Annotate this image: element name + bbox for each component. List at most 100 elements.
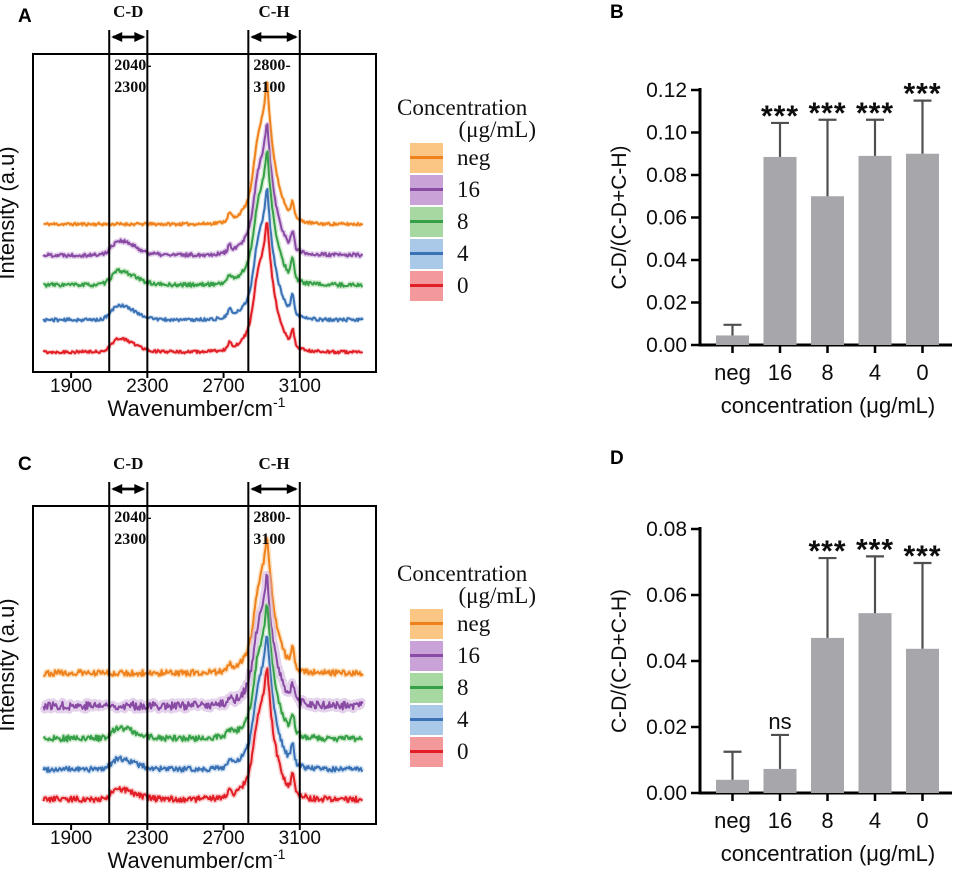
y-axis-label: Intensity (a.u)	[0, 598, 19, 731]
region-range: 3100	[253, 79, 285, 96]
panel-d-label: D	[610, 448, 624, 469]
legend-label: 0	[457, 273, 469, 298]
significance-ns: ns	[768, 709, 791, 734]
legend-item-0: 0	[410, 737, 588, 767]
series-band	[39, 570, 366, 714]
series-neg	[42, 80, 364, 228]
legend-item-0: 0	[410, 271, 588, 301]
series-8	[41, 602, 365, 744]
bar-4	[858, 613, 892, 793]
legend-line-icon	[410, 188, 443, 191]
x-tick-label: 3100	[279, 828, 321, 849]
series-band	[42, 80, 364, 228]
region-name: C-H	[258, 2, 289, 21]
legend-line-icon	[410, 220, 443, 223]
legend-swatch-icon	[410, 143, 443, 173]
x-tick-label: 2300	[126, 828, 168, 849]
region-range: 2300	[114, 531, 146, 548]
legend-label: 0	[457, 739, 469, 764]
legend-title: Concentration	[397, 561, 528, 586]
x-tick-label: 3100	[279, 376, 321, 397]
legend-subtitle: (μg/mL)	[458, 583, 536, 608]
legend-swatch-icon	[410, 705, 443, 735]
legend-label: 4	[457, 241, 469, 266]
category-label: 8	[821, 808, 833, 833]
legend-label: neg	[457, 145, 491, 170]
bar-chart-d: 0.00 0.02 0.04 0.06 0.08 neg 16 ns 8 *** 4 *** 0 *** c…	[608, 518, 952, 866]
arrowhead-right-icon	[134, 484, 146, 494]
legend-swatch-icon	[410, 175, 443, 205]
y-tick-label: 0.00	[646, 782, 687, 805]
y-tick-label: 0.06	[646, 584, 687, 607]
bar-neg	[716, 779, 749, 793]
legend-item-neg: neg	[410, 609, 588, 639]
legend-line-icon	[410, 252, 443, 255]
series-line	[43, 81, 364, 227]
legend-swatch-icon	[410, 239, 443, 269]
legend-line-icon	[410, 686, 443, 689]
legend-swatch-icon	[410, 737, 443, 767]
series-band	[41, 149, 365, 290]
spectra-plot-a: C-D 2040- 2300 C-H 2800- 3100 1900 2300 2700 3100…	[0, 2, 377, 421]
y-tick-label: 0.06	[646, 207, 687, 230]
series-line	[42, 573, 364, 711]
region-name: C-D	[113, 454, 143, 473]
legend-item-4: 4	[410, 239, 588, 269]
arrowhead-right-icon	[286, 32, 298, 42]
significance-stars: ***	[903, 540, 941, 573]
legend-a: Concentration (μg/mL) neg 16 8 4 0	[393, 96, 588, 303]
legend-label: 16	[457, 643, 480, 668]
legend-label: 16	[457, 177, 480, 202]
bar-8	[811, 196, 844, 345]
significance-stars: ***	[808, 97, 846, 130]
x-tick-label: 1900	[50, 376, 92, 397]
series-band	[41, 121, 365, 260]
x-axis-label: Wavenumber/cm-1	[108, 846, 286, 873]
y-tick-label: 0.12	[646, 79, 687, 102]
panel-b-label: B	[610, 2, 624, 23]
significance-stars: ***	[903, 78, 941, 111]
legend-item-4: 4	[410, 705, 588, 735]
region-name: C-H	[258, 454, 289, 473]
plot-box	[32, 505, 377, 825]
arrowhead-left-icon	[250, 32, 262, 42]
legend-item-16: 16	[410, 641, 588, 671]
region-name: C-D	[113, 2, 143, 21]
legend-item-neg: neg	[410, 143, 588, 173]
legend-swatch-icon	[410, 673, 443, 703]
region-range: 2800-	[253, 509, 290, 526]
panel-d: D 0.00 0.02 0.04 0.06 0.08 neg 16 ns 8 *** 4 *** 0 **…	[600, 448, 975, 888]
series-line	[42, 150, 363, 288]
panel-a-label: A	[18, 6, 32, 27]
region-range: 2800-	[253, 57, 290, 74]
legend-line-icon	[410, 156, 443, 159]
series-8	[41, 149, 365, 290]
category-label: 16	[768, 808, 792, 833]
legend-item-16: 16	[410, 175, 588, 205]
bar-0	[906, 153, 939, 345]
y-axis-label: C-D/(C-D+C-H)	[608, 589, 631, 733]
significance-stars: ***	[856, 533, 894, 566]
bar-neg	[716, 335, 749, 345]
legend-subtitle: (μg/mL)	[458, 117, 536, 142]
legend-line-icon	[410, 622, 443, 625]
arrowhead-left-icon	[250, 484, 262, 494]
x-tick-label: 2700	[202, 828, 244, 849]
bar-8	[811, 637, 844, 793]
legend-swatch-icon	[410, 271, 443, 301]
legend-line-icon	[410, 750, 443, 753]
significance-stars: ***	[808, 535, 846, 568]
series-0	[41, 665, 365, 805]
plot-box	[32, 53, 377, 373]
panel-c-label: C	[18, 454, 32, 475]
x-axis-label: concentration (μg/mL)	[721, 841, 935, 866]
y-tick-label: 0.08	[646, 518, 687, 541]
significance-stars: ***	[856, 97, 894, 130]
series-line	[42, 667, 363, 803]
series-0	[41, 221, 364, 356]
region-range: 2040-	[114, 509, 151, 526]
x-tick-label: 2700	[202, 376, 244, 397]
legend-label: 8	[457, 209, 469, 234]
series-line	[42, 123, 364, 258]
panel-c: C C-D 2040- 2300 C-H 2800- 3100 1900 2300 2700 31…	[0, 452, 600, 888]
